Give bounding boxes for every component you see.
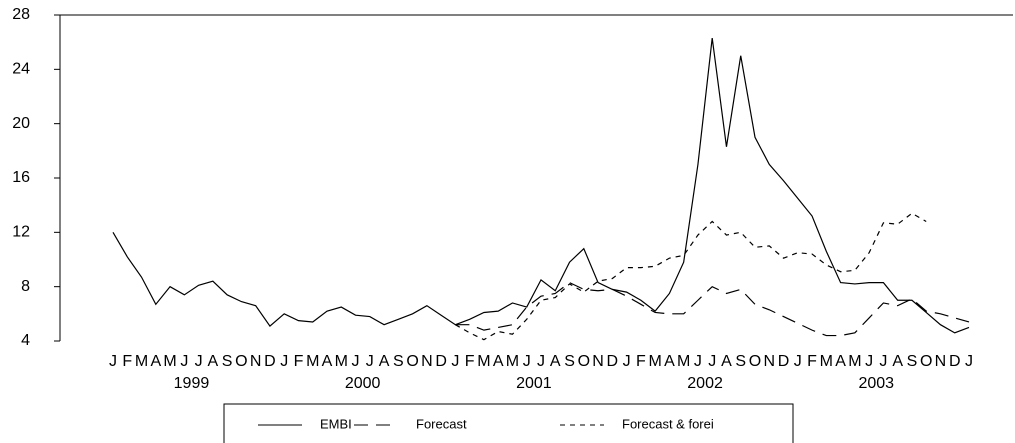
year-label: 2001	[516, 375, 552, 392]
series-line	[455, 281, 970, 337]
year-label: 2003	[858, 375, 894, 392]
x-tick-label: F	[294, 353, 304, 370]
x-tick-label: J	[623, 353, 631, 370]
x-tick-label: F	[636, 353, 646, 370]
x-tick-label: J	[195, 353, 203, 370]
x-tick-label: J	[280, 353, 288, 370]
x-tick-label: S	[393, 353, 404, 370]
x-tick-label: S	[222, 353, 233, 370]
x-tick-label: D	[607, 353, 619, 370]
x-tick-label: S	[564, 353, 575, 370]
x-tick-label: O	[920, 353, 932, 370]
x-tick-label: F	[807, 353, 817, 370]
series-line	[455, 212, 927, 341]
x-tick-label: O	[406, 353, 418, 370]
x-tick-label: J	[694, 353, 702, 370]
x-tick-label: J	[109, 353, 117, 370]
x-tick-label: J	[523, 353, 531, 370]
x-tick-label: J	[352, 353, 360, 370]
x-tick-label: D	[435, 353, 447, 370]
legend-label: Forecast	[416, 416, 467, 431]
x-tick-label: M	[135, 353, 148, 370]
x-tick-label: J	[794, 353, 802, 370]
x-tick-label: M	[648, 353, 661, 370]
x-tick-label: M	[163, 353, 176, 370]
x-tick-label: F	[465, 353, 475, 370]
x-tick-label: J	[879, 353, 887, 370]
x-tick-label: O	[235, 353, 247, 370]
x-tick-label: J	[865, 353, 873, 370]
x-tick-label: M	[477, 353, 490, 370]
x-tick-label: S	[735, 353, 746, 370]
x-tick-label: A	[208, 353, 219, 370]
legend-label: Forecast & forei	[622, 416, 714, 431]
x-tick-label: M	[820, 353, 833, 370]
x-tick-label: J	[366, 353, 374, 370]
x-tick-label: J	[180, 353, 188, 370]
x-tick-label: N	[763, 353, 775, 370]
y-tick-label: 4	[21, 332, 30, 349]
x-tick-label: A	[379, 353, 390, 370]
x-tick-label: A	[322, 353, 333, 370]
year-label: 2002	[687, 375, 723, 392]
y-tick-label: 28	[12, 6, 30, 23]
x-tick-label: M	[848, 353, 861, 370]
x-tick-label: J	[708, 353, 716, 370]
legend-box	[223, 403, 794, 443]
x-tick-label: A	[835, 353, 846, 370]
x-tick-label: N	[935, 353, 947, 370]
year-label: 1999	[174, 375, 210, 392]
y-tick-label: 12	[12, 224, 30, 241]
x-tick-label: A	[892, 353, 903, 370]
legend-label: EMBI	[320, 416, 352, 431]
x-tick-label: A	[664, 353, 675, 370]
x-tick-label: M	[506, 353, 519, 370]
x-tick-label: O	[749, 353, 761, 370]
x-tick-label: A	[721, 353, 732, 370]
x-tick-label: A	[550, 353, 561, 370]
x-tick-label: D	[264, 353, 276, 370]
year-label: 2000	[345, 375, 381, 392]
x-tick-label: M	[335, 353, 348, 370]
x-tick-label: M	[306, 353, 319, 370]
x-tick-label: N	[250, 353, 262, 370]
x-tick-label: S	[907, 353, 918, 370]
x-tick-label: F	[122, 353, 132, 370]
x-tick-label: M	[677, 353, 690, 370]
x-tick-label: O	[578, 353, 590, 370]
x-tick-label: N	[421, 353, 433, 370]
x-tick-label: J	[965, 353, 973, 370]
series-line	[112, 38, 970, 334]
x-tick-label: A	[493, 353, 504, 370]
y-tick-label: 16	[12, 169, 30, 186]
y-tick-label: 20	[12, 115, 30, 132]
x-tick-label: J	[537, 353, 545, 370]
x-tick-label: A	[150, 353, 161, 370]
x-tick-label: N	[592, 353, 604, 370]
y-tick-label: 24	[12, 61, 30, 78]
x-tick-label: D	[949, 353, 961, 370]
x-tick-label: D	[778, 353, 790, 370]
x-tick-label: J	[451, 353, 459, 370]
y-tick-label: 8	[21, 278, 30, 295]
